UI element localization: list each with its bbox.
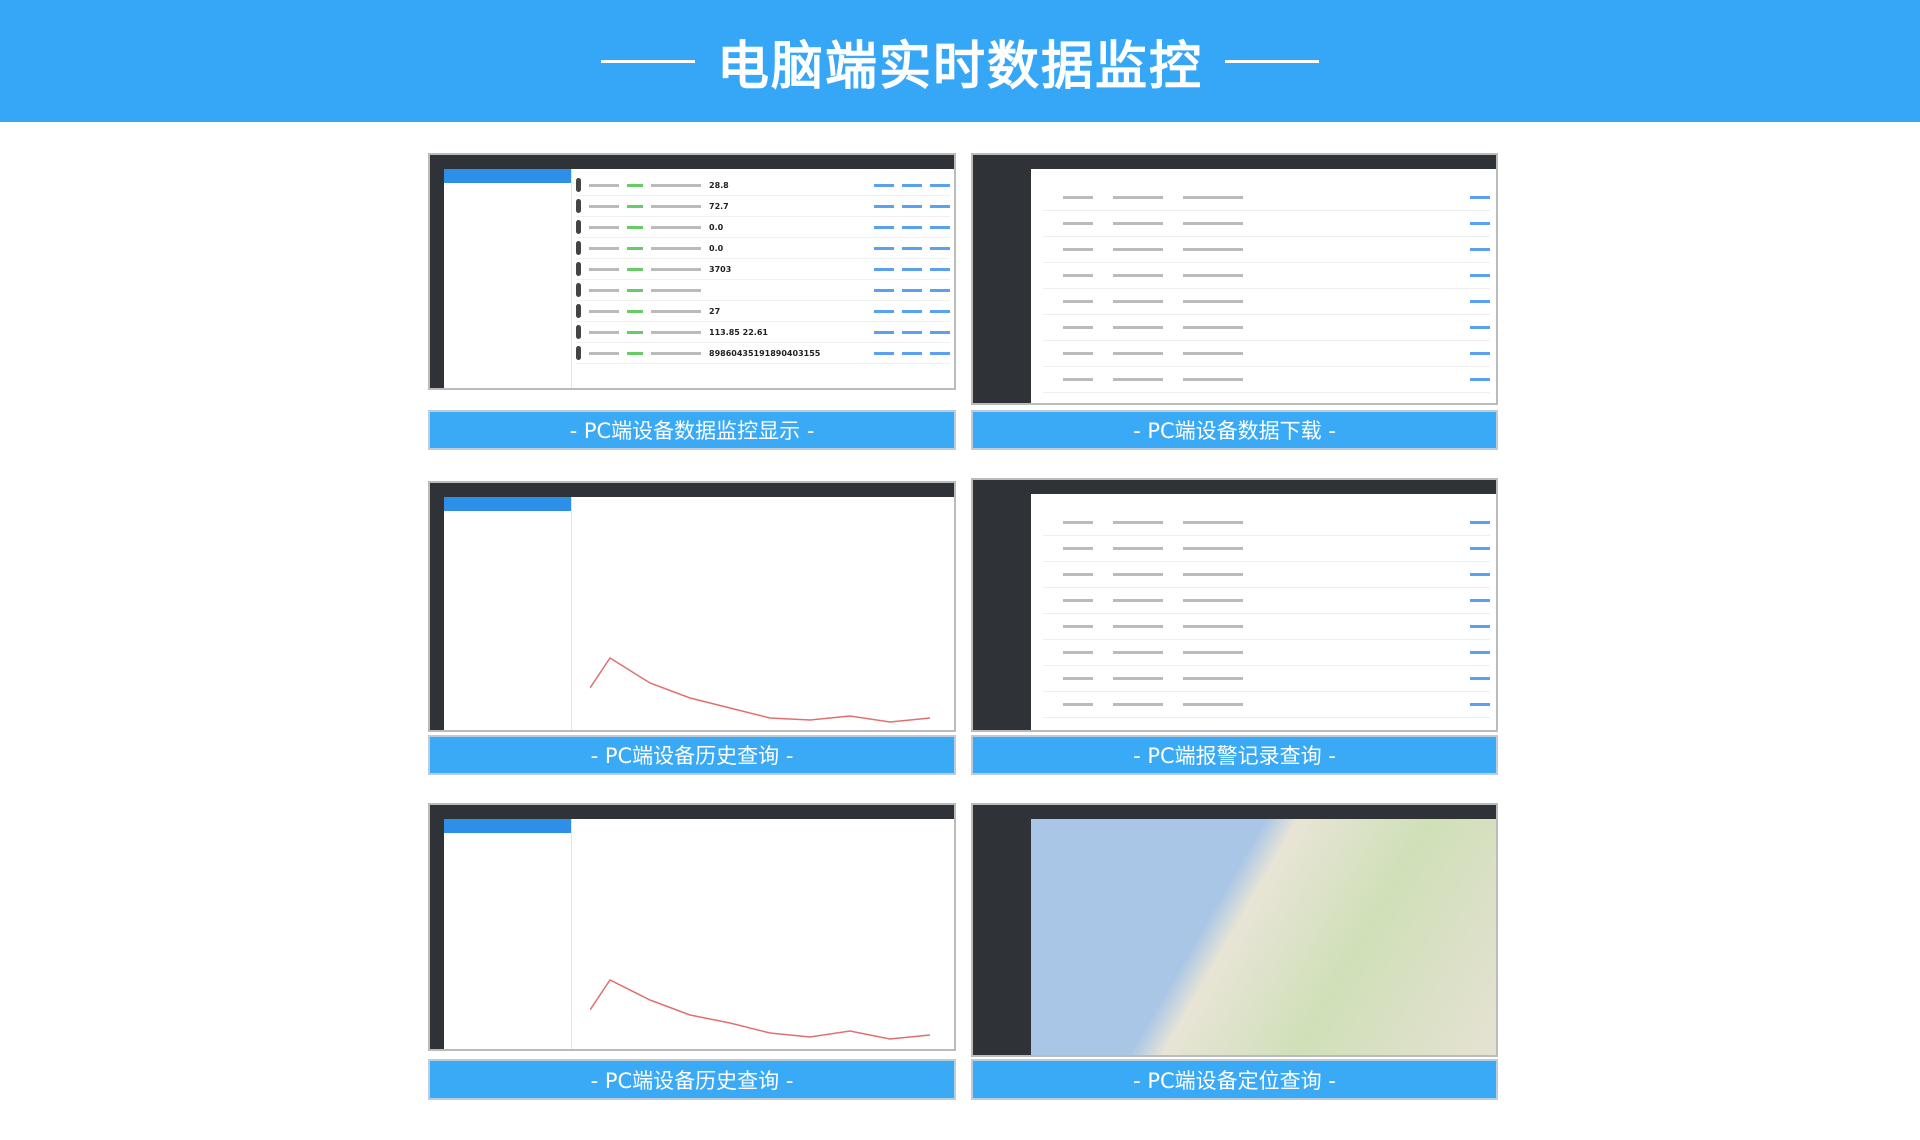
table-row[interactable] — [1043, 562, 1490, 588]
table-row[interactable] — [1043, 341, 1490, 367]
screenshot-history-stats — [428, 803, 956, 1051]
device-row[interactable]: 3703 — [576, 259, 950, 280]
device-value: 3703 — [709, 264, 732, 274]
device-row[interactable]: 27 — [576, 301, 950, 322]
table-row[interactable] — [1043, 315, 1490, 341]
device-value: 27 — [709, 306, 721, 316]
device-row[interactable]: 89860435191890403155 — [576, 343, 950, 364]
table-row[interactable] — [1043, 640, 1490, 666]
screenshot-location-map — [971, 803, 1498, 1057]
device-row[interactable]: 0.0 — [576, 217, 950, 238]
screenshot-history-query — [428, 481, 956, 732]
device-row[interactable]: 72.7 — [576, 196, 950, 217]
title-divider-left — [600, 59, 695, 63]
device-row[interactable]: 113.85 22.61 — [576, 322, 950, 343]
thermometer-icon — [576, 325, 581, 339]
thermometer-icon — [576, 346, 581, 360]
table-row[interactable] — [1043, 289, 1490, 315]
caption-history-stats: - PC端设备历史查询 - — [428, 1059, 956, 1100]
thermometer-icon — [576, 262, 581, 276]
table-row[interactable] — [1043, 666, 1490, 692]
caption-location-map: - PC端设备定位查询 - — [971, 1059, 1498, 1100]
device-row[interactable]: 28.8 — [576, 175, 950, 196]
table-row[interactable] — [1043, 536, 1490, 562]
table-row[interactable] — [1043, 510, 1490, 536]
device-value: 0.0 — [709, 243, 724, 253]
table-row[interactable] — [1043, 185, 1490, 211]
table-row[interactable] — [1043, 367, 1490, 393]
thermometer-icon — [576, 199, 581, 213]
device-row[interactable] — [576, 280, 950, 301]
table-row[interactable] — [1043, 211, 1490, 237]
table-row[interactable] — [1043, 263, 1490, 289]
caption-alarm-records: - PC端报警记录查询 - — [971, 735, 1498, 775]
table-row[interactable] — [1043, 237, 1490, 263]
device-value: 113.85 22.61 — [709, 327, 768, 337]
thermometer-icon — [576, 220, 581, 234]
thermometer-icon — [576, 283, 581, 297]
caption-data-download: - PC端设备数据下载 - — [971, 410, 1498, 450]
table-row[interactable] — [1043, 588, 1490, 614]
thermometer-icon — [576, 241, 581, 255]
caption-data-monitor: - PC端设备数据监控显示 - — [428, 410, 956, 450]
device-value: 0.0 — [709, 222, 724, 232]
thermometer-icon — [576, 304, 581, 318]
screenshot-alarm-records — [971, 478, 1498, 732]
device-value: 28.8 — [709, 180, 729, 190]
device-value: 89860435191890403155 — [709, 348, 821, 358]
screenshot-data-monitor: 28.8 72.7 0.0 0.0 3703 27 113.85 22.61 89860435… — [428, 153, 956, 390]
caption-history-query: - PC端设备历史查询 - — [428, 735, 956, 775]
table-row[interactable] — [1043, 614, 1490, 640]
page-header: 电脑端实时数据监控 — [0, 0, 1920, 122]
page-title: 电脑端实时数据监控 — [716, 36, 1203, 97]
device-value: 72.7 — [709, 201, 729, 211]
device-row[interactable]: 0.0 — [576, 238, 950, 259]
table-row[interactable] — [1043, 692, 1490, 718]
screenshot-data-download — [971, 153, 1498, 405]
title-divider-right — [1225, 59, 1319, 63]
thermometer-icon — [576, 178, 581, 192]
